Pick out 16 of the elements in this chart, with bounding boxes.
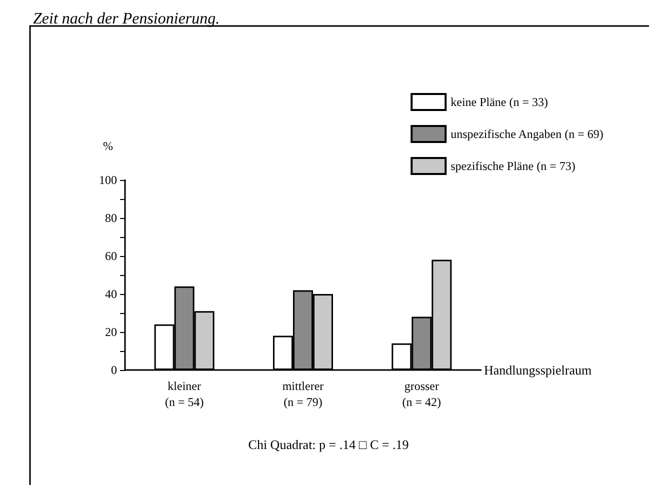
legend-label: spezifische Pläne (n = 73) [450,159,576,173]
y-tick-label: 20 [105,325,117,339]
legend-label: keine Pläne (n = 33) [450,95,548,109]
x-axis-title: Handlungsspielraum [484,362,592,378]
x-tick-label: mittlerer (n = 79) [282,379,324,409]
y-tick-label: 40 [105,287,117,301]
y-tick-label: 100 [99,173,117,187]
y-tick-label: 80 [105,211,117,225]
chart-title: Zeit nach der Pensionierung. [33,10,220,28]
legend-label: unspezifische Angaben (n = 69) [450,127,604,141]
y-tick-label: 0 [111,363,117,377]
y-tick-label: 60 [105,249,117,263]
text: Chi Quadrat: p = .14 □ C = .19 [248,437,409,452]
x-tick-label: kleiner (n = 54) [164,379,204,409]
y-axis-title: % [103,139,113,153]
x-tick-label: grosser (n = 42) [402,379,442,409]
